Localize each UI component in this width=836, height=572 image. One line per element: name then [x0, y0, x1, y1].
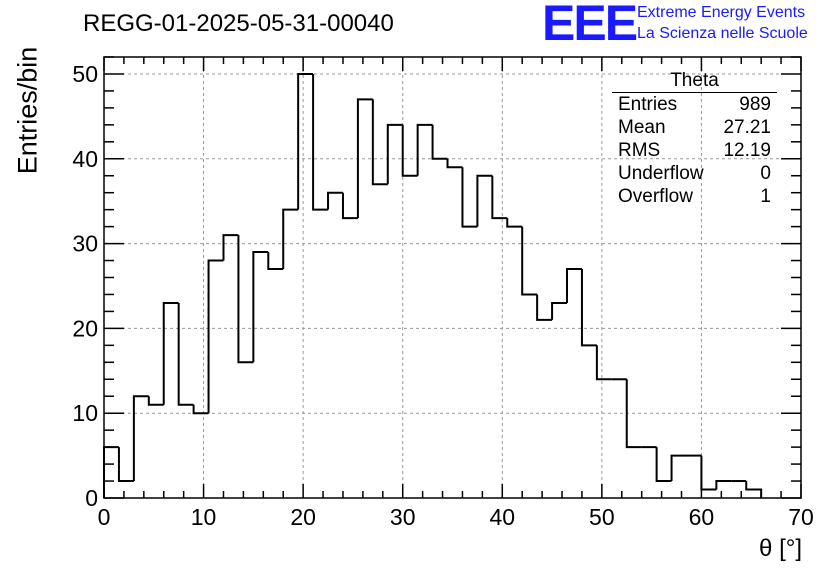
- stats-label: Mean: [618, 117, 666, 138]
- histogram-bin: [237, 235, 254, 364]
- histogram-bin: [670, 454, 687, 482]
- stats-row-mean: Mean 27.21: [612, 116, 777, 139]
- stats-label: Entries: [618, 94, 678, 115]
- histogram-bin: [162, 301, 179, 405]
- histogram-bin: [401, 124, 418, 177]
- histogram-bin: [431, 124, 448, 160]
- stats-row-overflow: Overflow 1: [612, 185, 777, 208]
- stats-row-rms: RMS 12.19: [612, 139, 777, 162]
- stats-row-underflow: Underflow 0: [612, 162, 777, 185]
- y-tick-label: 0: [85, 485, 98, 511]
- histogram-bin: [103, 446, 119, 498]
- histogram-bin: [207, 259, 224, 414]
- histogram-bin: [356, 98, 373, 219]
- histogram-bin: [595, 345, 612, 381]
- y-tick-label: 30: [72, 231, 98, 257]
- y-axis-label: Entries/bin: [12, 46, 43, 175]
- histogram-bin: [371, 99, 388, 186]
- histogram-bin: [461, 167, 478, 228]
- histogram-bin: [386, 123, 403, 185]
- histogram-bin: [297, 72, 314, 210]
- histogram-bin: [506, 218, 523, 228]
- histogram-bin: [222, 234, 239, 261]
- stats-value: 1: [760, 186, 771, 207]
- stats-value: 0: [760, 163, 771, 184]
- histogram-bin: [536, 294, 553, 321]
- histogram-bin: [551, 301, 568, 320]
- stats-label: Overflow: [618, 186, 693, 207]
- histogram-bin: [132, 395, 149, 482]
- stats-box: Theta Entries 989 Mean 27.21 RMS 12.19 U…: [612, 70, 777, 208]
- histogram-bin: [491, 175, 508, 220]
- histogram-bin: [655, 447, 672, 483]
- stats-title: Theta: [612, 70, 777, 93]
- logo-line-2: La Scienza nelle Scuole: [637, 25, 808, 42]
- grid-lines: [104, 57, 801, 498]
- histogram-bin: [521, 226, 538, 296]
- histogram-bin: [625, 379, 642, 449]
- logo-line-1: Extreme Energy Events: [637, 4, 806, 21]
- y-tick-label: 10: [72, 400, 98, 426]
- stats-value: 989: [739, 94, 771, 115]
- stats-label: RMS: [618, 140, 661, 161]
- histogram-bin: [476, 174, 493, 227]
- y-tick-label: 40: [72, 146, 98, 172]
- histogram-bin: [252, 251, 269, 363]
- histogram-bin: [312, 73, 329, 211]
- stats-value: 12.19: [723, 140, 771, 161]
- histogram-bin: [117, 447, 134, 483]
- histogram-bin: [282, 208, 299, 270]
- histogram-bin: [566, 268, 582, 303]
- stats-label: Underflow: [618, 163, 704, 184]
- histogram-bin: [147, 396, 164, 406]
- histogram-series: [103, 72, 763, 498]
- histogram-bin: [267, 252, 284, 271]
- histogram-bin: [177, 302, 194, 406]
- histogram-bin: [416, 123, 433, 176]
- histogram-bin: [327, 191, 343, 210]
- eee-logo: EEE: [542, 0, 638, 51]
- y-tick-label: 50: [72, 61, 98, 87]
- x-tick-label: 40: [489, 504, 515, 530]
- histogram-bin: [715, 480, 732, 490]
- chart-title: REGG-01-2025-05-31-00040: [83, 10, 394, 37]
- histogram-bin: [745, 481, 763, 498]
- x-tick-label: 30: [390, 504, 416, 530]
- x-tick-label: 50: [589, 504, 615, 530]
- x-axis-label: θ [°]: [759, 535, 802, 562]
- histogram-bin: [341, 192, 358, 220]
- x-tick-label: 10: [191, 504, 217, 530]
- histogram-bin: [192, 404, 209, 415]
- stats-row-entries: Entries 989: [612, 93, 777, 116]
- x-tick-label: 60: [689, 504, 715, 530]
- y-tick-label: 20: [72, 315, 98, 341]
- x-tick-label: 20: [290, 504, 316, 530]
- axis-ticks: [103, 56, 802, 499]
- x-tick-label: 0: [98, 504, 111, 530]
- histogram-bin: [446, 158, 463, 169]
- histogram-bin: [580, 269, 597, 347]
- x-tick-label: 70: [788, 504, 814, 530]
- histogram-bin: [700, 455, 717, 491]
- stats-value: 27.21: [723, 117, 771, 138]
